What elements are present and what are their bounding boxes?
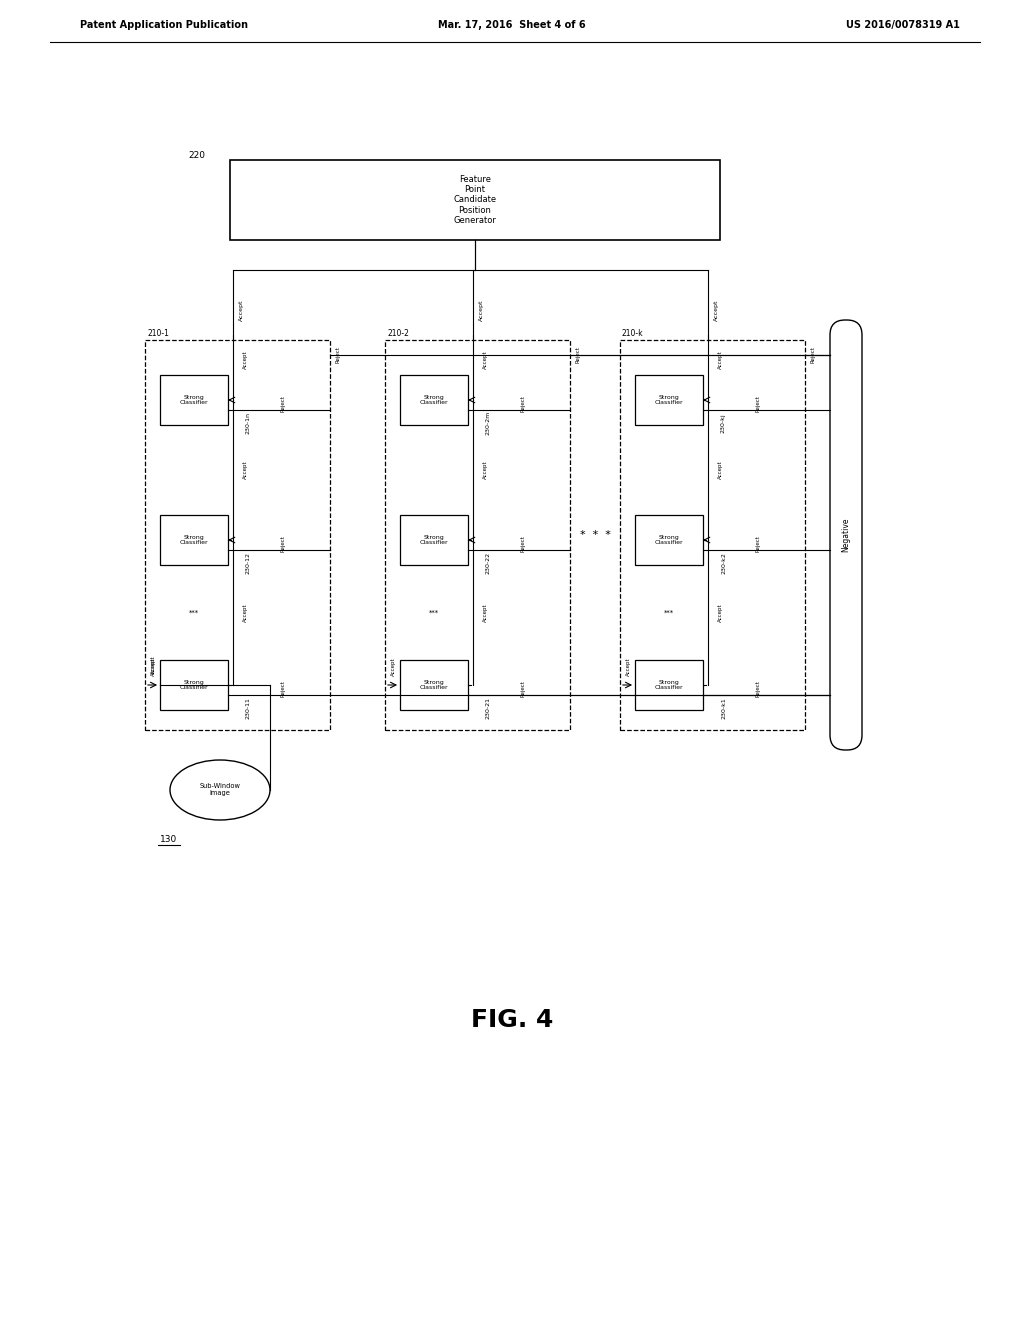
FancyBboxPatch shape <box>830 319 862 750</box>
Text: 230-2m: 230-2m <box>486 411 490 436</box>
FancyBboxPatch shape <box>635 515 703 565</box>
FancyBboxPatch shape <box>400 515 468 565</box>
Text: Reject: Reject <box>281 681 286 697</box>
Text: Strong
Classifier: Strong Classifier <box>654 680 683 690</box>
Text: Accept: Accept <box>478 300 483 321</box>
Text: Reject: Reject <box>811 347 815 363</box>
Text: Strong
Classifier: Strong Classifier <box>179 395 208 405</box>
Text: Strong
Classifier: Strong Classifier <box>654 395 683 405</box>
Text: Mar. 17, 2016  Sheet 4 of 6: Mar. 17, 2016 Sheet 4 of 6 <box>438 20 586 30</box>
Ellipse shape <box>170 760 270 820</box>
Text: Reject: Reject <box>756 536 761 553</box>
Text: Reject: Reject <box>520 681 525 697</box>
FancyBboxPatch shape <box>160 515 228 565</box>
Text: Accept: Accept <box>243 461 248 479</box>
Text: 210-1: 210-1 <box>147 330 169 338</box>
Text: 230-11: 230-11 <box>246 697 251 719</box>
FancyBboxPatch shape <box>635 375 703 425</box>
Text: Reject: Reject <box>281 396 286 412</box>
FancyBboxPatch shape <box>145 341 330 730</box>
FancyBboxPatch shape <box>160 375 228 425</box>
Text: Accept: Accept <box>151 657 156 676</box>
Text: Feature
Point
Candidate
Position
Generator: Feature Point Candidate Position Generat… <box>454 174 497 226</box>
Text: Strong
Classifier: Strong Classifier <box>179 680 208 690</box>
Text: Patent Application Publication: Patent Application Publication <box>80 20 248 30</box>
Text: 230-21: 230-21 <box>486 697 490 719</box>
FancyBboxPatch shape <box>400 375 468 425</box>
Text: 230-1n: 230-1n <box>246 412 251 434</box>
FancyBboxPatch shape <box>635 660 703 710</box>
Text: Accept: Accept <box>482 351 487 370</box>
Text: 230-kj: 230-kj <box>721 413 726 433</box>
Text: Sub-Window
Image: Sub-Window Image <box>200 784 241 796</box>
Text: Accept: Accept <box>718 351 723 370</box>
Text: Strong
Classifier: Strong Classifier <box>420 680 449 690</box>
Text: Negative: Negative <box>842 517 851 552</box>
Text: Accept: Accept <box>626 657 631 676</box>
Text: *  *  *: * * * <box>580 531 610 540</box>
Text: 210-k: 210-k <box>622 330 644 338</box>
Text: Accept: Accept <box>714 300 719 321</box>
Text: FIG. 4: FIG. 4 <box>471 1008 553 1032</box>
FancyBboxPatch shape <box>230 160 720 240</box>
Text: Strong
Classifier: Strong Classifier <box>420 535 449 545</box>
Text: 230-22: 230-22 <box>486 552 490 574</box>
Text: Strong
Classifier: Strong Classifier <box>420 395 449 405</box>
Text: Accept: Accept <box>482 603 487 622</box>
Text: Accept: Accept <box>718 461 723 479</box>
Text: Strong
Classifier: Strong Classifier <box>179 535 208 545</box>
Text: Accept: Accept <box>243 603 248 622</box>
Text: ***: *** <box>429 610 439 615</box>
FancyBboxPatch shape <box>160 660 228 710</box>
Text: 230-k1: 230-k1 <box>721 697 726 719</box>
Text: Accept: Accept <box>718 603 723 622</box>
FancyBboxPatch shape <box>620 341 805 730</box>
Text: 210-2: 210-2 <box>387 330 409 338</box>
Text: Reject: Reject <box>756 681 761 697</box>
Text: Accept: Accept <box>243 351 248 370</box>
FancyBboxPatch shape <box>385 341 570 730</box>
Text: ***: *** <box>664 610 674 615</box>
Text: Accept: Accept <box>390 657 395 676</box>
Text: Reject: Reject <box>520 536 525 553</box>
Text: Reject: Reject <box>575 347 581 363</box>
Text: Reject: Reject <box>281 536 286 553</box>
Text: Accept: Accept <box>239 300 244 321</box>
Text: 230-k2: 230-k2 <box>721 552 726 574</box>
FancyBboxPatch shape <box>400 660 468 710</box>
Text: Reject: Reject <box>520 396 525 412</box>
Text: 220: 220 <box>188 150 205 160</box>
Text: Accept: Accept <box>482 461 487 479</box>
Text: US 2016/0078319 A1: US 2016/0078319 A1 <box>846 20 961 30</box>
Text: Reject: Reject <box>756 396 761 412</box>
Text: Accept: Accept <box>151 656 156 675</box>
Text: 230-12: 230-12 <box>246 552 251 574</box>
Text: Strong
Classifier: Strong Classifier <box>654 535 683 545</box>
Text: ***: *** <box>189 610 199 615</box>
Text: Reject: Reject <box>336 347 341 363</box>
Text: 130: 130 <box>160 836 177 845</box>
